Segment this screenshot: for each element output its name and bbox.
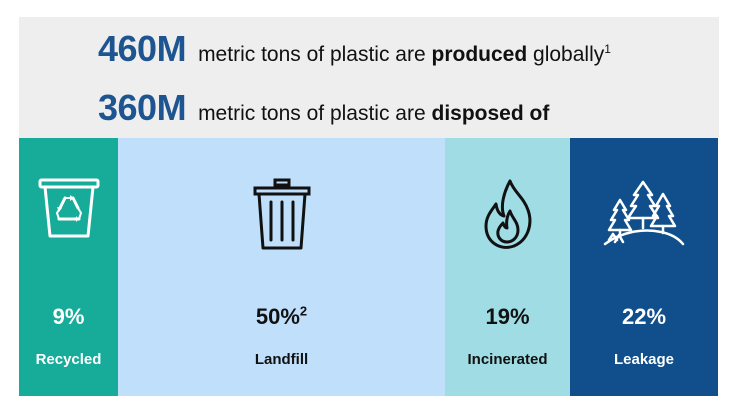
trash-can-icon — [253, 178, 310, 250]
panel-incinerated: 19% Incinerated — [445, 138, 570, 396]
disposed-stat: 360M metric tons of plastic are disposed… — [98, 87, 549, 129]
recycled-label: Recycled — [35, 351, 102, 368]
panel-recycled: 9% Recycled — [19, 138, 118, 396]
produced-text: metric tons of plastic are produced glob… — [198, 42, 611, 66]
recycle-bin-icon — [38, 178, 99, 238]
panel-leakage: 22% Leakage — [570, 138, 718, 396]
produced-stat: 460M metric tons of plastic are produced… — [98, 28, 611, 70]
landfill-percent: 50%2 — [255, 303, 308, 329]
landfill-label: Landfill — [254, 351, 309, 368]
forest-icon — [603, 180, 685, 246]
leakage-percent: 22% — [621, 304, 667, 329]
incinerated-label: Incinerated — [467, 351, 548, 368]
panel-landfill: 50%2 Landfill — [118, 138, 445, 396]
disposed-text: metric tons of plastic are disposed of — [198, 102, 550, 125]
header-banner — [19, 17, 719, 138]
disposed-number: 360M — [98, 87, 187, 128]
produced-number: 460M — [98, 28, 187, 69]
recycled-percent: 9% — [52, 304, 85, 329]
footnote-marker: 1 — [604, 42, 611, 56]
disposal-breakdown: 9% Recycled 50%2 Landfill 19% Incinerate… — [19, 138, 718, 396]
flame-icon — [484, 179, 531, 249]
footnote-marker: 2 — [299, 303, 308, 319]
leakage-label: Leakage — [613, 351, 675, 368]
incinerated-percent: 19% — [485, 304, 530, 329]
